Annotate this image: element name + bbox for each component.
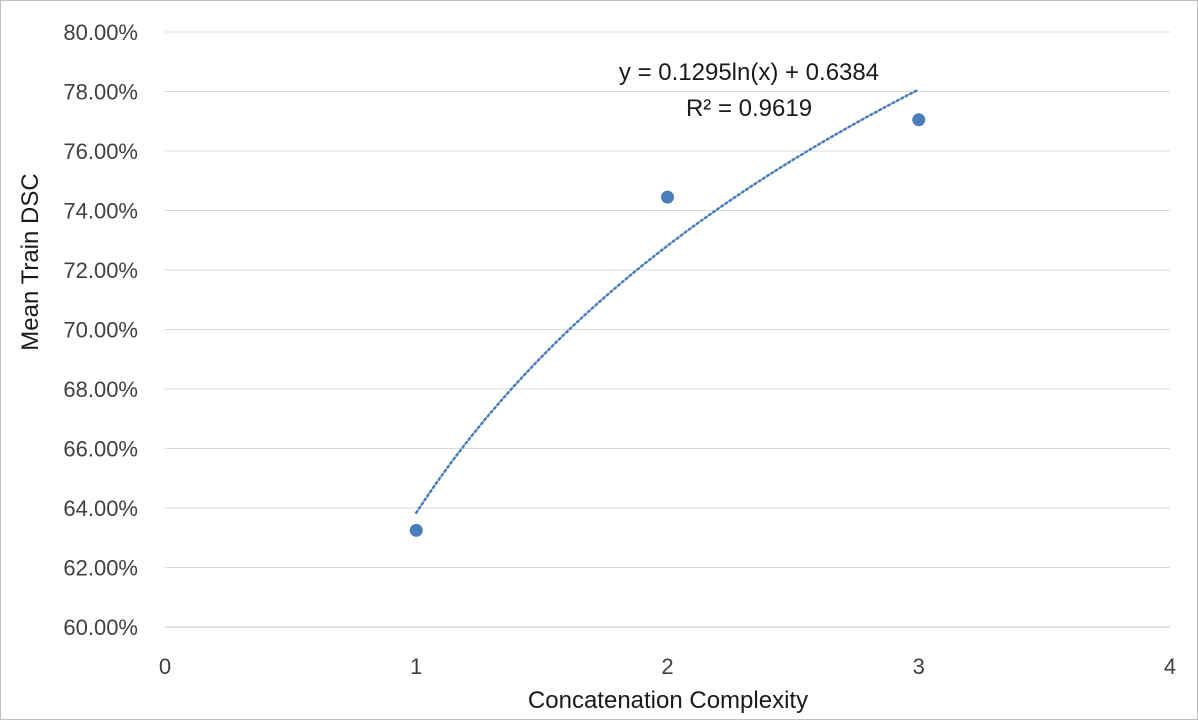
- x-tick-label: 4: [1164, 654, 1176, 679]
- data-point: [661, 190, 674, 204]
- y-tick-label: 62.00%: [63, 556, 138, 581]
- x-axis-title: Concatenation Complexity: [528, 687, 808, 714]
- y-tick-label: 80.00%: [63, 20, 138, 45]
- y-tick-label: 72.00%: [63, 258, 138, 283]
- data-point: [912, 113, 926, 127]
- y-tick-label: 66.00%: [63, 437, 138, 462]
- y-tick-label: 78.00%: [63, 80, 138, 105]
- y-tick-label: 60.00%: [63, 615, 138, 640]
- tick-labels: 60.00% 62.00% 64.00% 66.00% 68.00% 70.00% 72.0…: [63, 20, 1176, 679]
- trendline-group: [415, 88, 920, 515]
- trendline-r-squared: R² = 0.9619: [686, 95, 812, 122]
- y-axis-title: Mean Train DSC: [17, 173, 44, 350]
- x-tick-label: 0: [159, 654, 171, 679]
- x-tick-label: 3: [913, 654, 925, 679]
- y-tick-label: 76.00%: [63, 139, 138, 164]
- y-tick-label: 64.00%: [63, 496, 138, 521]
- data-point: [409, 523, 423, 537]
- x-tick-label: 2: [661, 654, 673, 679]
- gridlines: [165, 31, 1170, 628]
- x-tick-label: 1: [410, 654, 422, 679]
- trendline-equation: y = 0.1295ln(x) + 0.6384: [619, 59, 879, 86]
- y-tick-label: 74.00%: [63, 199, 138, 224]
- y-tick-label: 70.00%: [63, 318, 138, 343]
- trendline: [415, 88, 920, 515]
- y-tick-label: 68.00%: [63, 377, 138, 402]
- data-points: [409, 113, 926, 537]
